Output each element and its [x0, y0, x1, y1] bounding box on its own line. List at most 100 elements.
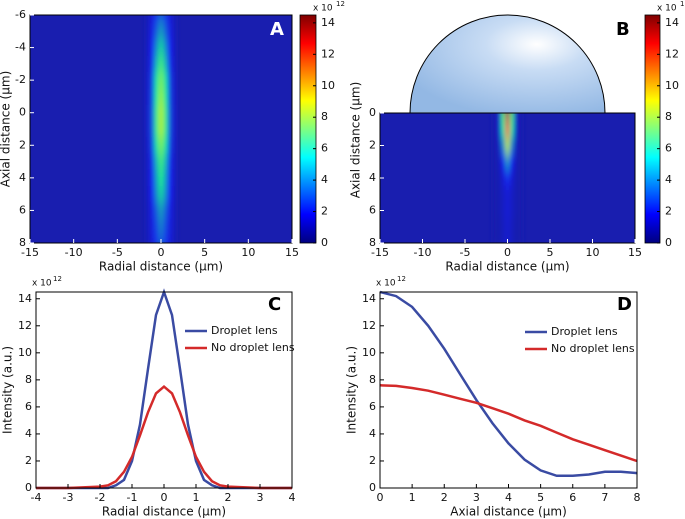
x-tick-label: 4 [505, 491, 512, 504]
heatmap-cell [496, 169, 502, 187]
heatmap-cell [509, 218, 514, 235]
heatmap-cell [171, 234, 177, 243]
y-tick-label: 2 [369, 454, 376, 467]
heatmap-cell [171, 153, 177, 170]
heatmap-cell [505, 202, 510, 219]
heatmap-cell [167, 104, 172, 121]
heatmap-cell [518, 202, 523, 219]
heatmap-cell [492, 169, 497, 187]
colorbar-tick-label: 0 [321, 236, 328, 249]
x-tick-label: 3 [257, 491, 264, 504]
heatmap-cell [154, 72, 159, 89]
heatmap-cell [145, 15, 151, 24]
heatmap-cell [513, 186, 519, 203]
heatmap-cell [145, 186, 151, 203]
heatmap-cell [163, 234, 168, 243]
heatmap-cell [154, 153, 159, 170]
heatmap-cell [513, 234, 519, 243]
heatmap-cell [150, 72, 155, 89]
y-tick-label: 6 [19, 203, 26, 216]
x-tick-label: -10 [65, 246, 83, 259]
y-axis-label: Intensity (a.u.) [1, 346, 15, 434]
heatmap-cell [492, 218, 497, 235]
y-tick-label: 8 [19, 236, 26, 249]
heatmap-cell [171, 88, 177, 105]
heatmap-cell [171, 104, 177, 121]
heatmap-cell [150, 169, 155, 186]
y-tick-label: 12 [18, 319, 32, 332]
heatmap-cell [492, 202, 497, 219]
colorbar-exponent: 12 [680, 0, 685, 8]
heatmap-cell [145, 169, 151, 186]
heatmap-cell [513, 218, 519, 235]
heatmap-cell [150, 55, 155, 72]
y-tick-label: 12 [362, 319, 376, 332]
x-tick-label: 6 [569, 491, 576, 504]
heatmap-cell [158, 234, 164, 243]
heatmap-cell [158, 104, 164, 121]
heatmap-clip [145, 15, 177, 243]
heatmap-cell [145, 88, 151, 105]
heatmap-cell [150, 153, 155, 170]
heatmap-cell [509, 153, 514, 170]
colorbar-tick-label: 0 [665, 236, 672, 249]
y-tick-label: 10 [18, 346, 32, 359]
colorbar-tick-label: 6 [665, 142, 672, 155]
y-tick-label: 4 [25, 427, 32, 440]
y-tick-label: 0 [19, 106, 26, 119]
heatmap-cell [501, 234, 506, 243]
heatmap-cell [163, 55, 168, 72]
heatmap-cell [163, 39, 168, 56]
legend-label: No droplet lens [211, 341, 295, 354]
heatmap-cell [492, 153, 497, 170]
colorbar-tick-label: 8 [321, 110, 328, 123]
heatmap-cell [496, 218, 502, 235]
colorbar [644, 14, 661, 244]
heatmap-cell [509, 121, 514, 138]
colorbar-tick-label: 12 [321, 47, 335, 60]
y-tick-label: 14 [362, 292, 376, 305]
heatmap-cell [163, 120, 168, 138]
heatmap-cell [171, 186, 177, 203]
heatmap-cell [509, 113, 514, 122]
y-tick-label: -4 [15, 41, 26, 54]
x-tick-label: -15 [371, 246, 389, 259]
heatmap-cell [145, 72, 151, 89]
heatmap-cell [167, 23, 172, 40]
heatmap-cell [501, 186, 506, 203]
colorbar-exponent-base: x 10 [657, 4, 677, 14]
heatmap-cell [518, 137, 523, 154]
x-axis-label: Radial distance (µm) [99, 260, 223, 274]
heatmap-cell [158, 15, 164, 24]
heatmap-cell [167, 39, 172, 56]
heatmap-cell [163, 23, 168, 40]
heatmap-cell [513, 137, 519, 154]
heatmap-cell [158, 39, 164, 56]
heatmap-cell [145, 55, 151, 72]
heatmap-cell [158, 55, 164, 72]
heatmap-cell [154, 55, 159, 72]
colorbar-exponent-base: x 10 [313, 4, 333, 14]
heatmap-cell [501, 202, 506, 219]
heatmap-cell [509, 234, 514, 243]
heatmap-cell [518, 113, 523, 122]
legend-label: No droplet lens [551, 342, 635, 355]
heatmap-cell [163, 202, 168, 219]
heatmap-cell [154, 202, 159, 219]
heatmap-cell [171, 72, 177, 89]
heatmap-cell [501, 121, 506, 138]
heatmap-cell [496, 113, 502, 122]
heatmap-cell [496, 234, 502, 243]
heatmap-cell [145, 120, 151, 138]
y-tick-label: 4 [369, 427, 376, 440]
heatmap-cell [150, 234, 155, 243]
heatmap-cell [518, 121, 523, 138]
heatmap-cell [150, 218, 155, 235]
y-tick-label: 2 [369, 139, 376, 152]
legend-label: Droplet lens [551, 325, 618, 338]
heatmap-cell [518, 218, 523, 235]
heatmap-cell [505, 218, 510, 235]
x-tick-label: 10 [241, 246, 255, 259]
heatmap-cell [154, 39, 159, 56]
